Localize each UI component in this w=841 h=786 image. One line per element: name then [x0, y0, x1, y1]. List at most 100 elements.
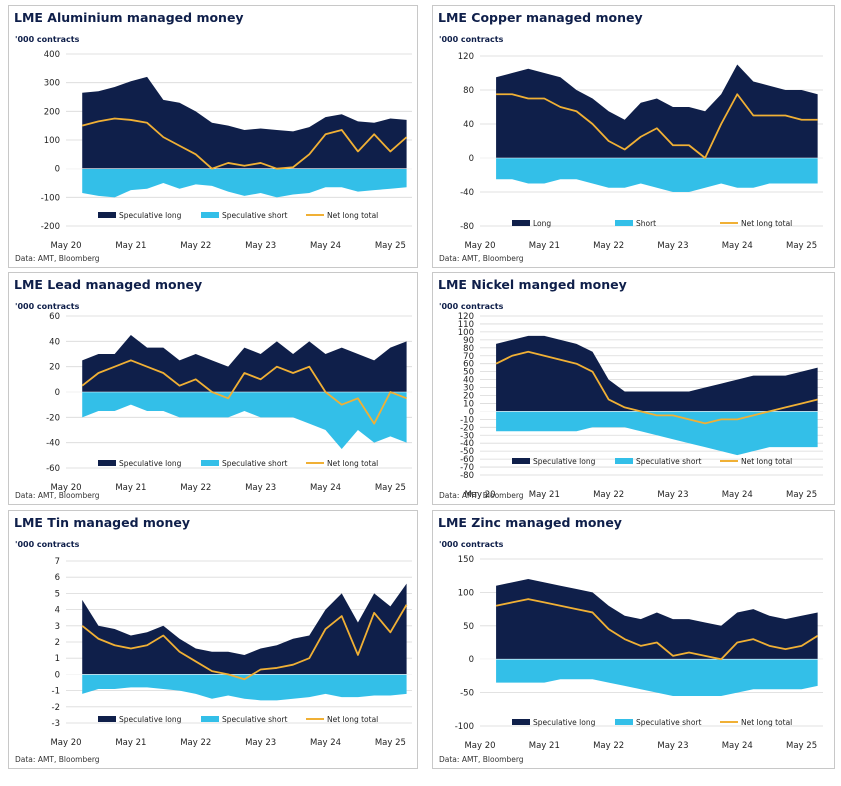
y-tick-label: 1: [55, 654, 60, 664]
x-tick-label: May 25: [786, 241, 817, 251]
legend-label: Speculative long: [533, 718, 596, 727]
series-long-area: [496, 579, 818, 660]
legend-swatch: [98, 716, 116, 722]
chart-panel: -80 -40 0 40 80 120 May 20 May 21 May 22 May 23 Ma…: [432, 5, 835, 268]
legend-label: Speculative long: [119, 211, 182, 220]
chart-title: LME Lead managed money: [14, 277, 203, 292]
chart-panel: -80 -70 -60 -50 -40 -30 -20 -10 0 10 20 30 40 50 60 70 8…: [432, 272, 835, 505]
legend-item: Speculative long: [512, 457, 596, 466]
y-tick-label: -20: [46, 413, 60, 423]
x-tick-label: May 25: [375, 241, 406, 251]
legend-swatch: [98, 212, 116, 218]
series-long-area: [496, 335, 818, 412]
x-tick-label: May 21: [529, 241, 560, 251]
legend-label: Net long total: [741, 219, 792, 228]
legend-swatch: [615, 220, 633, 226]
y-tick-label: -40: [46, 439, 60, 449]
x-tick-label: May 23: [245, 241, 276, 251]
legend-swatch: [201, 716, 219, 722]
legend-item: Speculative short: [615, 457, 701, 466]
y-tick-label: -80: [460, 222, 474, 232]
legend-label: Net long total: [741, 718, 792, 727]
chart-svg: -80-70-60-50-40-30-20-100102030405060708…: [458, 312, 823, 500]
x-tick-label: May 21: [115, 738, 146, 748]
y-tick-label: 90: [463, 336, 474, 346]
x-tick-label: May 21: [115, 483, 146, 493]
y-axis-unit: '000 contracts: [15, 35, 80, 44]
y-tick-label: -100: [455, 722, 474, 732]
y-tick-label: 20: [463, 392, 474, 402]
y-tick-label: 100: [44, 136, 60, 146]
y-tick-label: 100: [458, 328, 474, 338]
chart-svg: -200 -100 0 100 200 300 400 May 20 May 21 May 22 M…: [41, 50, 412, 251]
y-tick-label: 60: [49, 312, 60, 322]
chart-svg: -80 -40 0 40 80 120 May 20 May 21 May 22 May 23 Ma…: [458, 52, 823, 251]
x-tick-label: May 23: [657, 741, 688, 751]
chart-panel: -60 -40 -20 0 20 40 60 May 20 May 21 May 22 May 23…: [8, 272, 418, 505]
legend-item: Speculative short: [201, 459, 287, 468]
legend-label: Speculative short: [636, 718, 701, 727]
x-tick-label: May 23: [657, 241, 688, 251]
x-tick-label: May 22: [593, 241, 624, 251]
legend-swatch: [512, 220, 530, 226]
y-tick-label: 400: [44, 50, 60, 60]
x-tick-label: May 22: [180, 483, 211, 493]
y-tick-label: -80: [460, 471, 474, 481]
x-tick-label: May 22: [180, 241, 211, 251]
legend-item: Net long total: [306, 459, 378, 468]
y-axis-unit: '000 contracts: [439, 302, 504, 311]
series-short-area: [82, 674, 407, 701]
y-tick-label: 0: [55, 165, 60, 175]
x-tick-label: May 24: [722, 241, 753, 251]
legend-item: Long: [512, 219, 551, 228]
chart-source: Data: AMT, Bloomberg: [439, 254, 524, 263]
legend-swatch: [201, 460, 219, 466]
legend-item: Speculative long: [98, 459, 182, 468]
chart-title: LME Zinc managed money: [438, 515, 622, 530]
y-tick-label: 10: [463, 399, 474, 409]
x-tick-label: May 24: [310, 738, 341, 748]
y-tick-label: 120: [458, 52, 474, 62]
y-tick-label: -40: [460, 188, 474, 198]
series-short-area: [496, 411, 818, 456]
x-tick-label: May 23: [245, 738, 276, 748]
x-tick-label: May 21: [115, 241, 146, 251]
series-long-area: [82, 583, 407, 675]
y-tick-label: 100: [458, 588, 474, 598]
series-net-line: [81, 359, 407, 425]
legend-label: Speculative long: [533, 457, 596, 466]
y-tick-label: 2: [55, 638, 60, 648]
x-tick-label: May 22: [593, 490, 624, 500]
chart-svg: -100 -50 0 50 100 150 May 20 May 21 May 22 May 23…: [455, 555, 823, 751]
y-tick-label: 0: [469, 154, 474, 164]
chart-svg: -60 -40 -20 0 20 40 60 May 20 May 21 May 22 May 23…: [46, 312, 412, 493]
series-net-line: [495, 598, 819, 661]
y-tick-label: 0: [469, 655, 474, 665]
legend-label: Speculative long: [119, 715, 182, 724]
x-tick-label: May 20: [464, 490, 495, 500]
legend-item: Speculative long: [98, 715, 182, 724]
legend-item: Short: [615, 219, 656, 228]
chart-source: Data: AMT, Bloomberg: [15, 254, 100, 263]
x-tick-label: May 20: [50, 483, 81, 493]
x-tick-label: May 23: [245, 483, 276, 493]
x-tick-label: May 24: [310, 241, 341, 251]
y-tick-label: 80: [463, 344, 474, 354]
chart-title: LME Nickel manged money: [438, 277, 627, 292]
chart-title: LME Copper managed money: [438, 10, 643, 25]
y-tick-label: -50: [460, 447, 474, 457]
y-tick-label: 40: [463, 376, 474, 386]
x-tick-label: May 25: [786, 490, 817, 500]
series-short-area: [496, 158, 818, 192]
legend-swatch: [512, 719, 530, 725]
series-long-area: [82, 335, 407, 392]
x-tick-label: May 20: [464, 241, 495, 251]
series-net-line: [496, 93, 818, 159]
legend-swatch: [512, 458, 530, 464]
legend-swatch: [98, 460, 116, 466]
legend-label: Net long total: [327, 211, 378, 220]
legend-label: Speculative short: [222, 211, 287, 220]
series-net-line: [495, 350, 818, 425]
chart-source: Data: AMT, Bloomberg: [15, 755, 100, 764]
y-tick-label: 40: [463, 120, 474, 130]
